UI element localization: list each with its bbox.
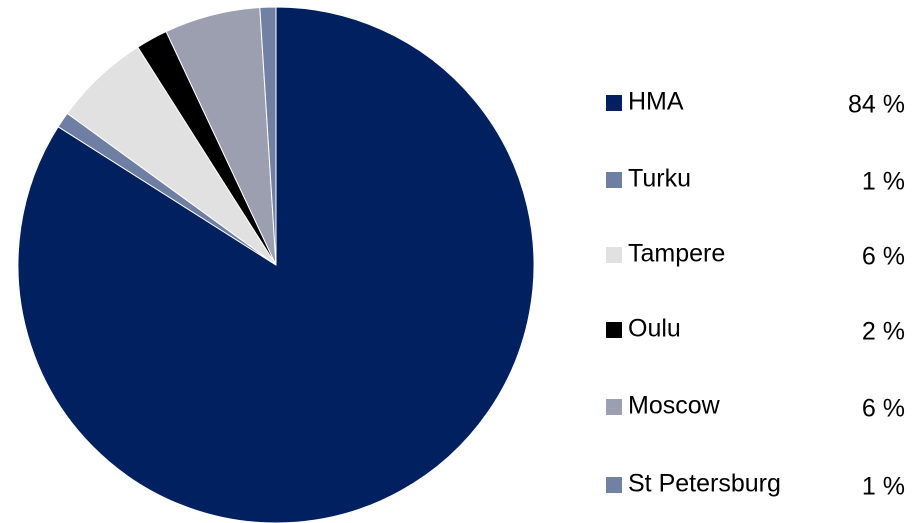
legend-label: St Petersburg bbox=[628, 470, 781, 498]
value-label: 6 % bbox=[862, 243, 905, 271]
value-label: 84 % bbox=[848, 91, 905, 119]
pie-slice bbox=[259, 6, 277, 266]
pie-slice bbox=[17, 6, 535, 523]
value-label: 2 % bbox=[862, 318, 905, 346]
legend-label: HMA bbox=[628, 88, 684, 116]
legend-label: Tampere bbox=[628, 240, 725, 268]
value-label: 1 % bbox=[862, 473, 905, 501]
legend-swatch bbox=[606, 247, 622, 263]
legend-swatch bbox=[606, 477, 622, 493]
value-label: 1 % bbox=[862, 168, 905, 196]
legend-label: Moscow bbox=[628, 392, 721, 420]
legend-label: Turku bbox=[628, 165, 691, 193]
legend-swatch bbox=[606, 399, 622, 415]
value-label: 6 % bbox=[862, 395, 905, 423]
legend-label: Oulu bbox=[628, 315, 681, 343]
legend-swatch bbox=[606, 322, 622, 338]
legend-swatch bbox=[606, 95, 622, 111]
legend-swatch bbox=[606, 172, 622, 188]
